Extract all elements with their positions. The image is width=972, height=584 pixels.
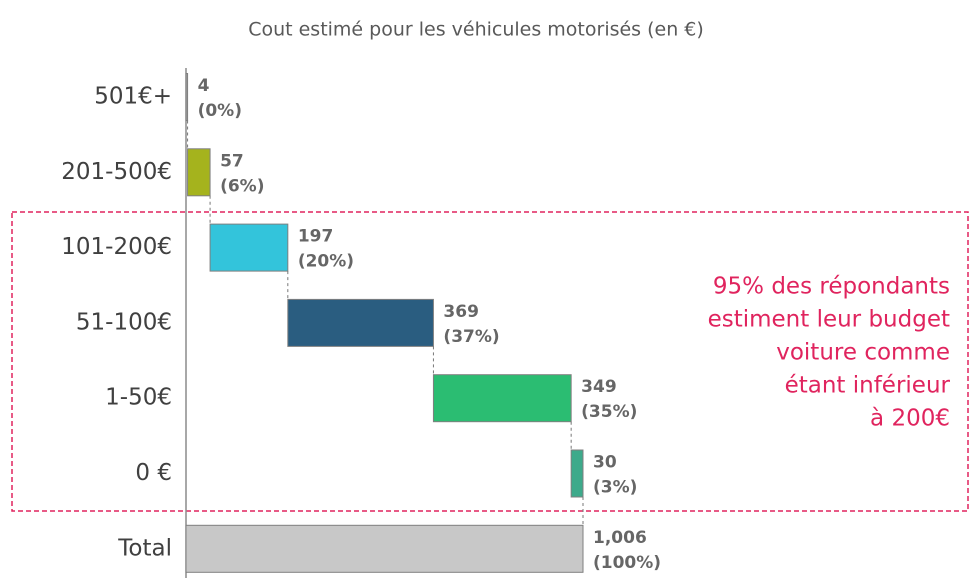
bar (187, 148, 211, 197)
annotation: estiment leur budget (708, 307, 950, 333)
bar (185, 73, 189, 121)
category-label: 1-50€ (105, 385, 172, 411)
category-label: Total (117, 535, 172, 561)
value-label: 30 (593, 453, 617, 473)
annotation: 95% des répondants (713, 274, 950, 300)
share-label: (37%) (443, 327, 499, 347)
category-label: 501€+ (94, 84, 172, 110)
value-label: 349 (581, 377, 617, 397)
bar (570, 449, 584, 498)
value-label: 197 (298, 227, 334, 247)
annotation: voiture comme (776, 340, 950, 366)
value-label: 4 (198, 76, 210, 96)
category-label: 101-200€ (61, 234, 172, 260)
share-label: (20%) (298, 252, 354, 272)
bar (185, 524, 584, 573)
value-label: 1,006 (593, 528, 647, 548)
chart-title: Cout estimé pour les véhicules motorisés… (248, 19, 704, 41)
share-label: (100%) (593, 553, 661, 573)
share-label: (6%) (220, 176, 264, 196)
bar (209, 223, 289, 272)
bar (432, 374, 572, 423)
annotation: étant inférieur (785, 373, 951, 399)
category-label: 201-500€ (61, 159, 172, 185)
annotation: à 200€ (870, 406, 950, 432)
highlight-box (11, 211, 969, 512)
share-label: (0%) (198, 101, 242, 121)
bar (287, 298, 434, 347)
value-label: 369 (443, 302, 479, 322)
category-label: 0 € (135, 460, 172, 486)
category-label: 51-100€ (76, 309, 172, 335)
value-label: 57 (220, 151, 244, 171)
share-label: (3%) (593, 478, 637, 498)
share-label: (35%) (581, 402, 637, 422)
